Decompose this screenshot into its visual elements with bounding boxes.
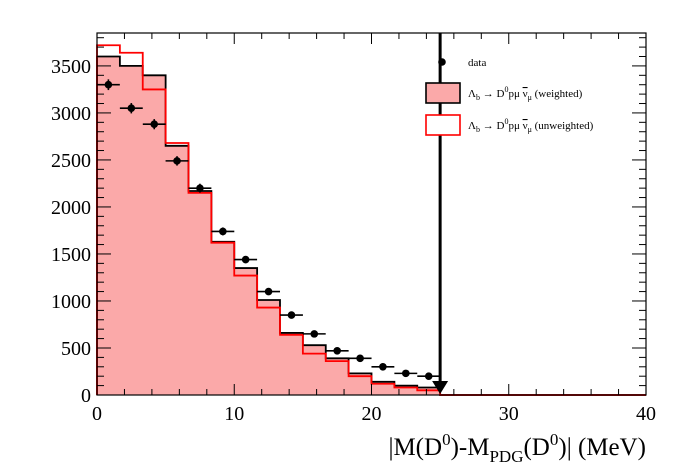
legend-label-weighted: Λb → D0pμ νμ (weighted): [468, 85, 583, 102]
data-point: [165, 156, 189, 166]
data-marker: [150, 120, 159, 129]
data-point: [394, 369, 418, 378]
data-marker: [196, 184, 204, 192]
y-tick-label: 3000: [51, 103, 91, 125]
y-tick-label: 2500: [51, 150, 91, 172]
data-marker: [424, 372, 433, 380]
data-marker: [287, 311, 296, 319]
legend-marker-data: [438, 58, 446, 66]
data-point: [417, 372, 441, 380]
data-marker: [241, 255, 250, 264]
data-point: [211, 227, 235, 236]
data-point: [348, 354, 372, 363]
data-marker: [310, 330, 319, 338]
data-point: [119, 103, 143, 114]
data-marker: [173, 157, 181, 165]
data-point: [234, 255, 258, 264]
x-tick-label: 10: [224, 403, 244, 425]
data-marker: [219, 227, 227, 236]
x-tick-label: 0: [92, 403, 102, 425]
data-point: [325, 347, 349, 355]
data-point: [257, 287, 281, 296]
legend: data Λb → D0pμ νμ (weighted) Λb → D0pμ ν…: [425, 57, 594, 136]
data-marker: [104, 80, 113, 89]
data-marker: [356, 354, 364, 363]
data-point: [280, 311, 303, 319]
weighted-fill: [97, 56, 646, 395]
data-marker: [264, 287, 273, 296]
legend-marker-unweighted: [425, 114, 461, 136]
y-tick-label: 3500: [51, 56, 91, 78]
data-point: [371, 362, 395, 371]
legend-label-data: data: [468, 57, 486, 69]
series-weighted: [96, 55, 646, 396]
data-point: [302, 330, 326, 338]
data-marker: [379, 362, 387, 371]
data-point: [142, 119, 166, 130]
legend-label-unweighted: Λb → D0pμ νμ (unweighted): [468, 117, 594, 134]
cut-line-arrowhead: [432, 381, 449, 394]
legend-marker-weighted: [425, 82, 461, 104]
x-tick-label: 40: [636, 403, 656, 425]
data-point: [188, 183, 212, 193]
x-tick-label: 30: [499, 403, 519, 425]
axes: 0 10 20 30 40 0 500 1000 1500 2000 2500 3000 3500: [51, 33, 656, 425]
x-axis-title: |M(D0)-MPDG(D0)| (MeV): [388, 430, 646, 466]
data-marker: [402, 369, 410, 378]
y-tick-label: 1000: [51, 291, 91, 313]
data-marker: [333, 347, 341, 355]
y-tick-label: 500: [61, 338, 91, 360]
y-tick-label: 0: [81, 385, 91, 407]
data-marker: [127, 104, 136, 113]
x-tick-label: 20: [362, 403, 382, 425]
y-tick-label: 2000: [51, 197, 91, 219]
series-data: [96, 79, 441, 380]
y-tick-label: 1500: [51, 244, 91, 266]
